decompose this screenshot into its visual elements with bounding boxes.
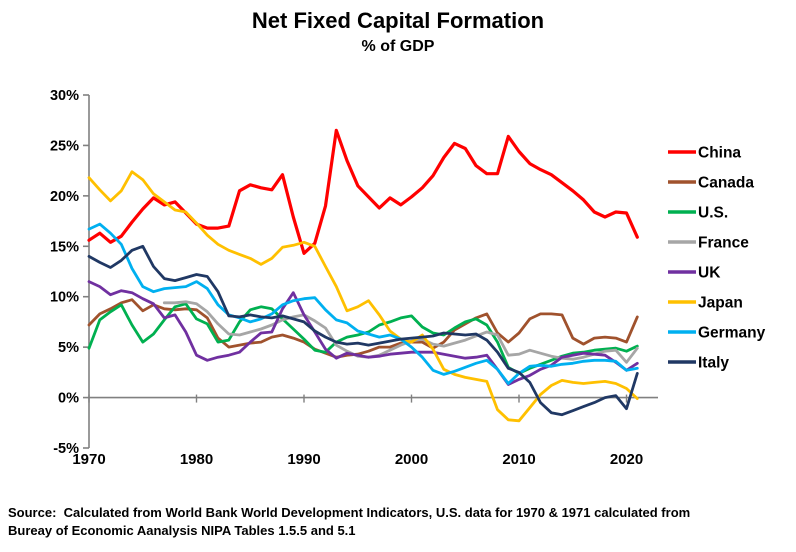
legend: China Canada U.S. France UK Japan Germany Italy bbox=[668, 145, 766, 372]
legend-label: France bbox=[698, 235, 749, 252]
legend-label: Japan bbox=[698, 295, 743, 312]
x-tick-label: 1990 bbox=[287, 451, 320, 468]
chart-subtitle: % of GDP bbox=[361, 38, 435, 55]
legend-item-germany: Germany bbox=[668, 325, 766, 342]
x-tick-label: 1970 bbox=[72, 451, 105, 468]
source-line-1: Source: Calculated from World Bank World… bbox=[8, 505, 691, 520]
legend-item-france: France bbox=[668, 235, 749, 252]
x-tick-label: 2010 bbox=[502, 451, 535, 468]
series-line-japan bbox=[87, 170, 639, 423]
y-tick-label: 30% bbox=[50, 88, 79, 104]
axes bbox=[83, 94, 658, 449]
y-tick-label: 0% bbox=[58, 391, 79, 407]
y-tick-label: 10% bbox=[50, 290, 79, 306]
x-tick-label: 2000 bbox=[395, 451, 428, 468]
legend-label: Canada bbox=[698, 175, 754, 192]
axis-labels: 30% 25% 20% 15% 10% 5% 0% -5%1970 1980 1990 2000 20… bbox=[50, 88, 643, 468]
legend-item-uk: UK bbox=[668, 265, 721, 282]
y-tick-label: 25% bbox=[50, 138, 79, 154]
legend-label: Italy bbox=[698, 355, 729, 372]
legend-item-canada: Canada bbox=[668, 175, 754, 192]
chart-title: Net Fixed Capital Formation bbox=[251, 8, 545, 33]
series-line-italy bbox=[87, 244, 639, 417]
legend-item-japan: Japan bbox=[668, 295, 743, 312]
legend-label: UK bbox=[698, 265, 721, 282]
series-lines bbox=[87, 128, 639, 423]
series-line-canada bbox=[87, 298, 639, 359]
series-line-uk bbox=[87, 280, 639, 386]
y-tick-label: -5% bbox=[53, 441, 79, 457]
series-line-france bbox=[162, 300, 639, 364]
source-note: Source: Calculated from World Bank World… bbox=[8, 504, 792, 540]
legend-item-italy: Italy bbox=[668, 355, 729, 372]
legend-label: China bbox=[698, 145, 741, 162]
legend-item-us: U.S. bbox=[668, 205, 728, 222]
y-tick-label: 20% bbox=[50, 189, 79, 205]
legend-label: Germany bbox=[698, 325, 766, 342]
series-line-germany bbox=[87, 222, 639, 385]
x-tick-label: 1980 bbox=[180, 451, 213, 468]
series-line-china bbox=[87, 128, 639, 255]
legend-item-china: China bbox=[668, 145, 741, 162]
y-tick-label: 15% bbox=[50, 239, 79, 255]
legend-label: U.S. bbox=[698, 205, 728, 222]
source-line-2: Bureay of Economic Aanalysis NIPA Tables… bbox=[8, 523, 356, 538]
y-tick-label: 5% bbox=[58, 340, 79, 356]
x-tick-label: 2020 bbox=[610, 451, 643, 468]
